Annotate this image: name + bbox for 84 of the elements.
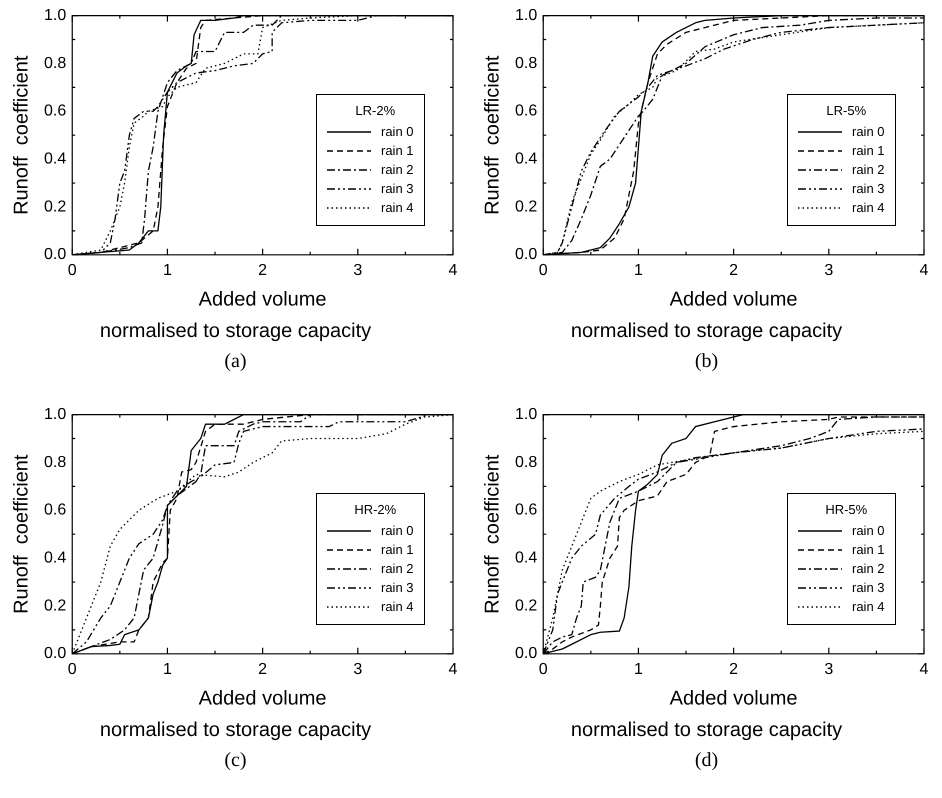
legend-label: rain 4 bbox=[381, 200, 414, 216]
legend-label: rain 3 bbox=[852, 181, 885, 196]
x-tick-label: 0 bbox=[68, 660, 77, 678]
legend-label: rain 2 bbox=[381, 162, 414, 178]
y-tick-label: 0.0 bbox=[514, 246, 538, 264]
y-axis-title: Runoff coefficient bbox=[10, 55, 33, 215]
y-tick-label: 0.6 bbox=[514, 102, 538, 120]
x-tick-label: 3 bbox=[824, 660, 834, 678]
text: (d) bbox=[694, 748, 720, 773]
legend-label: rain 3 bbox=[852, 580, 885, 596]
x-tick-label: 0 bbox=[68, 262, 77, 279]
y-tick-label: 0.8 bbox=[44, 454, 66, 471]
y-tick-label: 1.0 bbox=[514, 406, 538, 424]
y-tick-label: 1.0 bbox=[44, 406, 66, 424]
legend-title: LR-2% bbox=[354, 103, 396, 118]
y-tick-label: 1.0 bbox=[44, 7, 66, 24]
legend-label: rain 1 bbox=[381, 542, 414, 558]
x-tick-label: 4 bbox=[920, 262, 929, 279]
y-tick-label: 0.8 bbox=[44, 54, 66, 72]
y-tick-label: 0.2 bbox=[514, 597, 538, 614]
x-axis-title: Added volume bbox=[198, 688, 327, 710]
y-tick-label: 0.8 bbox=[514, 54, 538, 72]
y-axis-title: Runoff coefficient bbox=[482, 454, 504, 614]
y-tick-label: 0.2 bbox=[514, 198, 538, 216]
text: (a) bbox=[223, 349, 248, 374]
legend-label: rain 3 bbox=[381, 181, 414, 196]
y-tick-label: 0.0 bbox=[44, 246, 66, 264]
x-tick-label: 4 bbox=[448, 660, 458, 678]
legend-label: rain 1 bbox=[852, 143, 885, 158]
legend-label: rain 2 bbox=[381, 561, 414, 576]
x-tick-label: 1 bbox=[634, 262, 643, 279]
x-tick-label: 1 bbox=[634, 660, 643, 678]
legend-label: rain 1 bbox=[381, 143, 414, 158]
x-axis-title: Added volume bbox=[198, 288, 327, 311]
y-tick-label: 1.0 bbox=[514, 7, 538, 24]
y-tick-label: 0.4 bbox=[44, 550, 66, 567]
x-tick-label: 4 bbox=[448, 262, 458, 279]
x-tick-label: 3 bbox=[353, 262, 362, 279]
y-tick-label: 0.6 bbox=[44, 502, 66, 519]
y-axis-title: Runoff coefficient bbox=[482, 55, 504, 215]
legend-label: rain 3 bbox=[381, 580, 414, 596]
x-tick-label: 2 bbox=[258, 660, 268, 678]
x-tick-label: 2 bbox=[729, 262, 738, 279]
x-tick-label: 4 bbox=[920, 660, 929, 678]
x-tick-label: 1 bbox=[162, 262, 172, 279]
legend-title: LR-5% bbox=[825, 103, 868, 118]
text: normalised to storage capacity bbox=[98, 718, 372, 743]
x-tick-label: 1 bbox=[162, 660, 172, 678]
text: normalised to storage capacity bbox=[570, 319, 844, 344]
y-tick-label: 0.0 bbox=[514, 645, 538, 662]
y-axis-title: Runoff coefficient bbox=[10, 454, 33, 614]
legend-title: HR-2% bbox=[353, 502, 398, 518]
legend-label: rain 0 bbox=[852, 124, 885, 140]
x-axis-title: Added volume bbox=[670, 688, 798, 710]
y-tick-label: 0.2 bbox=[44, 597, 66, 614]
legend-label: rain 4 bbox=[852, 200, 885, 216]
legend-title: HR-5% bbox=[824, 502, 868, 518]
x-tick-label: 3 bbox=[824, 262, 834, 279]
y-tick-label: 0.4 bbox=[514, 150, 538, 168]
y-tick-label: 0.8 bbox=[514, 454, 538, 471]
x-axis-title: Added volume bbox=[670, 288, 798, 311]
y-tick-label: 0.4 bbox=[44, 150, 66, 168]
x-tick-label: 2 bbox=[258, 262, 268, 279]
legend-label: rain 2 bbox=[852, 162, 885, 178]
legend-label: rain 2 bbox=[852, 561, 885, 576]
y-tick-label: 0.2 bbox=[44, 198, 66, 216]
x-tick-label: 2 bbox=[729, 660, 738, 678]
legend-label: rain 4 bbox=[852, 599, 885, 614]
text: normalised to storage capacity bbox=[570, 718, 844, 743]
text: normalised to storage capacity bbox=[98, 319, 372, 344]
x-tick-label: 3 bbox=[353, 660, 362, 678]
text: (b) bbox=[694, 349, 720, 374]
y-tick-label: 0.0 bbox=[44, 645, 66, 662]
text: (c) bbox=[223, 748, 248, 773]
y-tick-label: 0.6 bbox=[514, 502, 538, 519]
legend-label: rain 0 bbox=[381, 124, 414, 140]
x-tick-label: 0 bbox=[538, 660, 548, 678]
x-tick-label: 0 bbox=[538, 262, 548, 279]
legend-label: rain 1 bbox=[852, 542, 885, 558]
legend-label: rain 0 bbox=[852, 523, 885, 538]
y-tick-label: 0.4 bbox=[514, 550, 538, 567]
y-tick-label: 0.6 bbox=[44, 102, 66, 120]
legend-label: rain 4 bbox=[381, 599, 414, 614]
legend-label: rain 0 bbox=[381, 523, 414, 538]
